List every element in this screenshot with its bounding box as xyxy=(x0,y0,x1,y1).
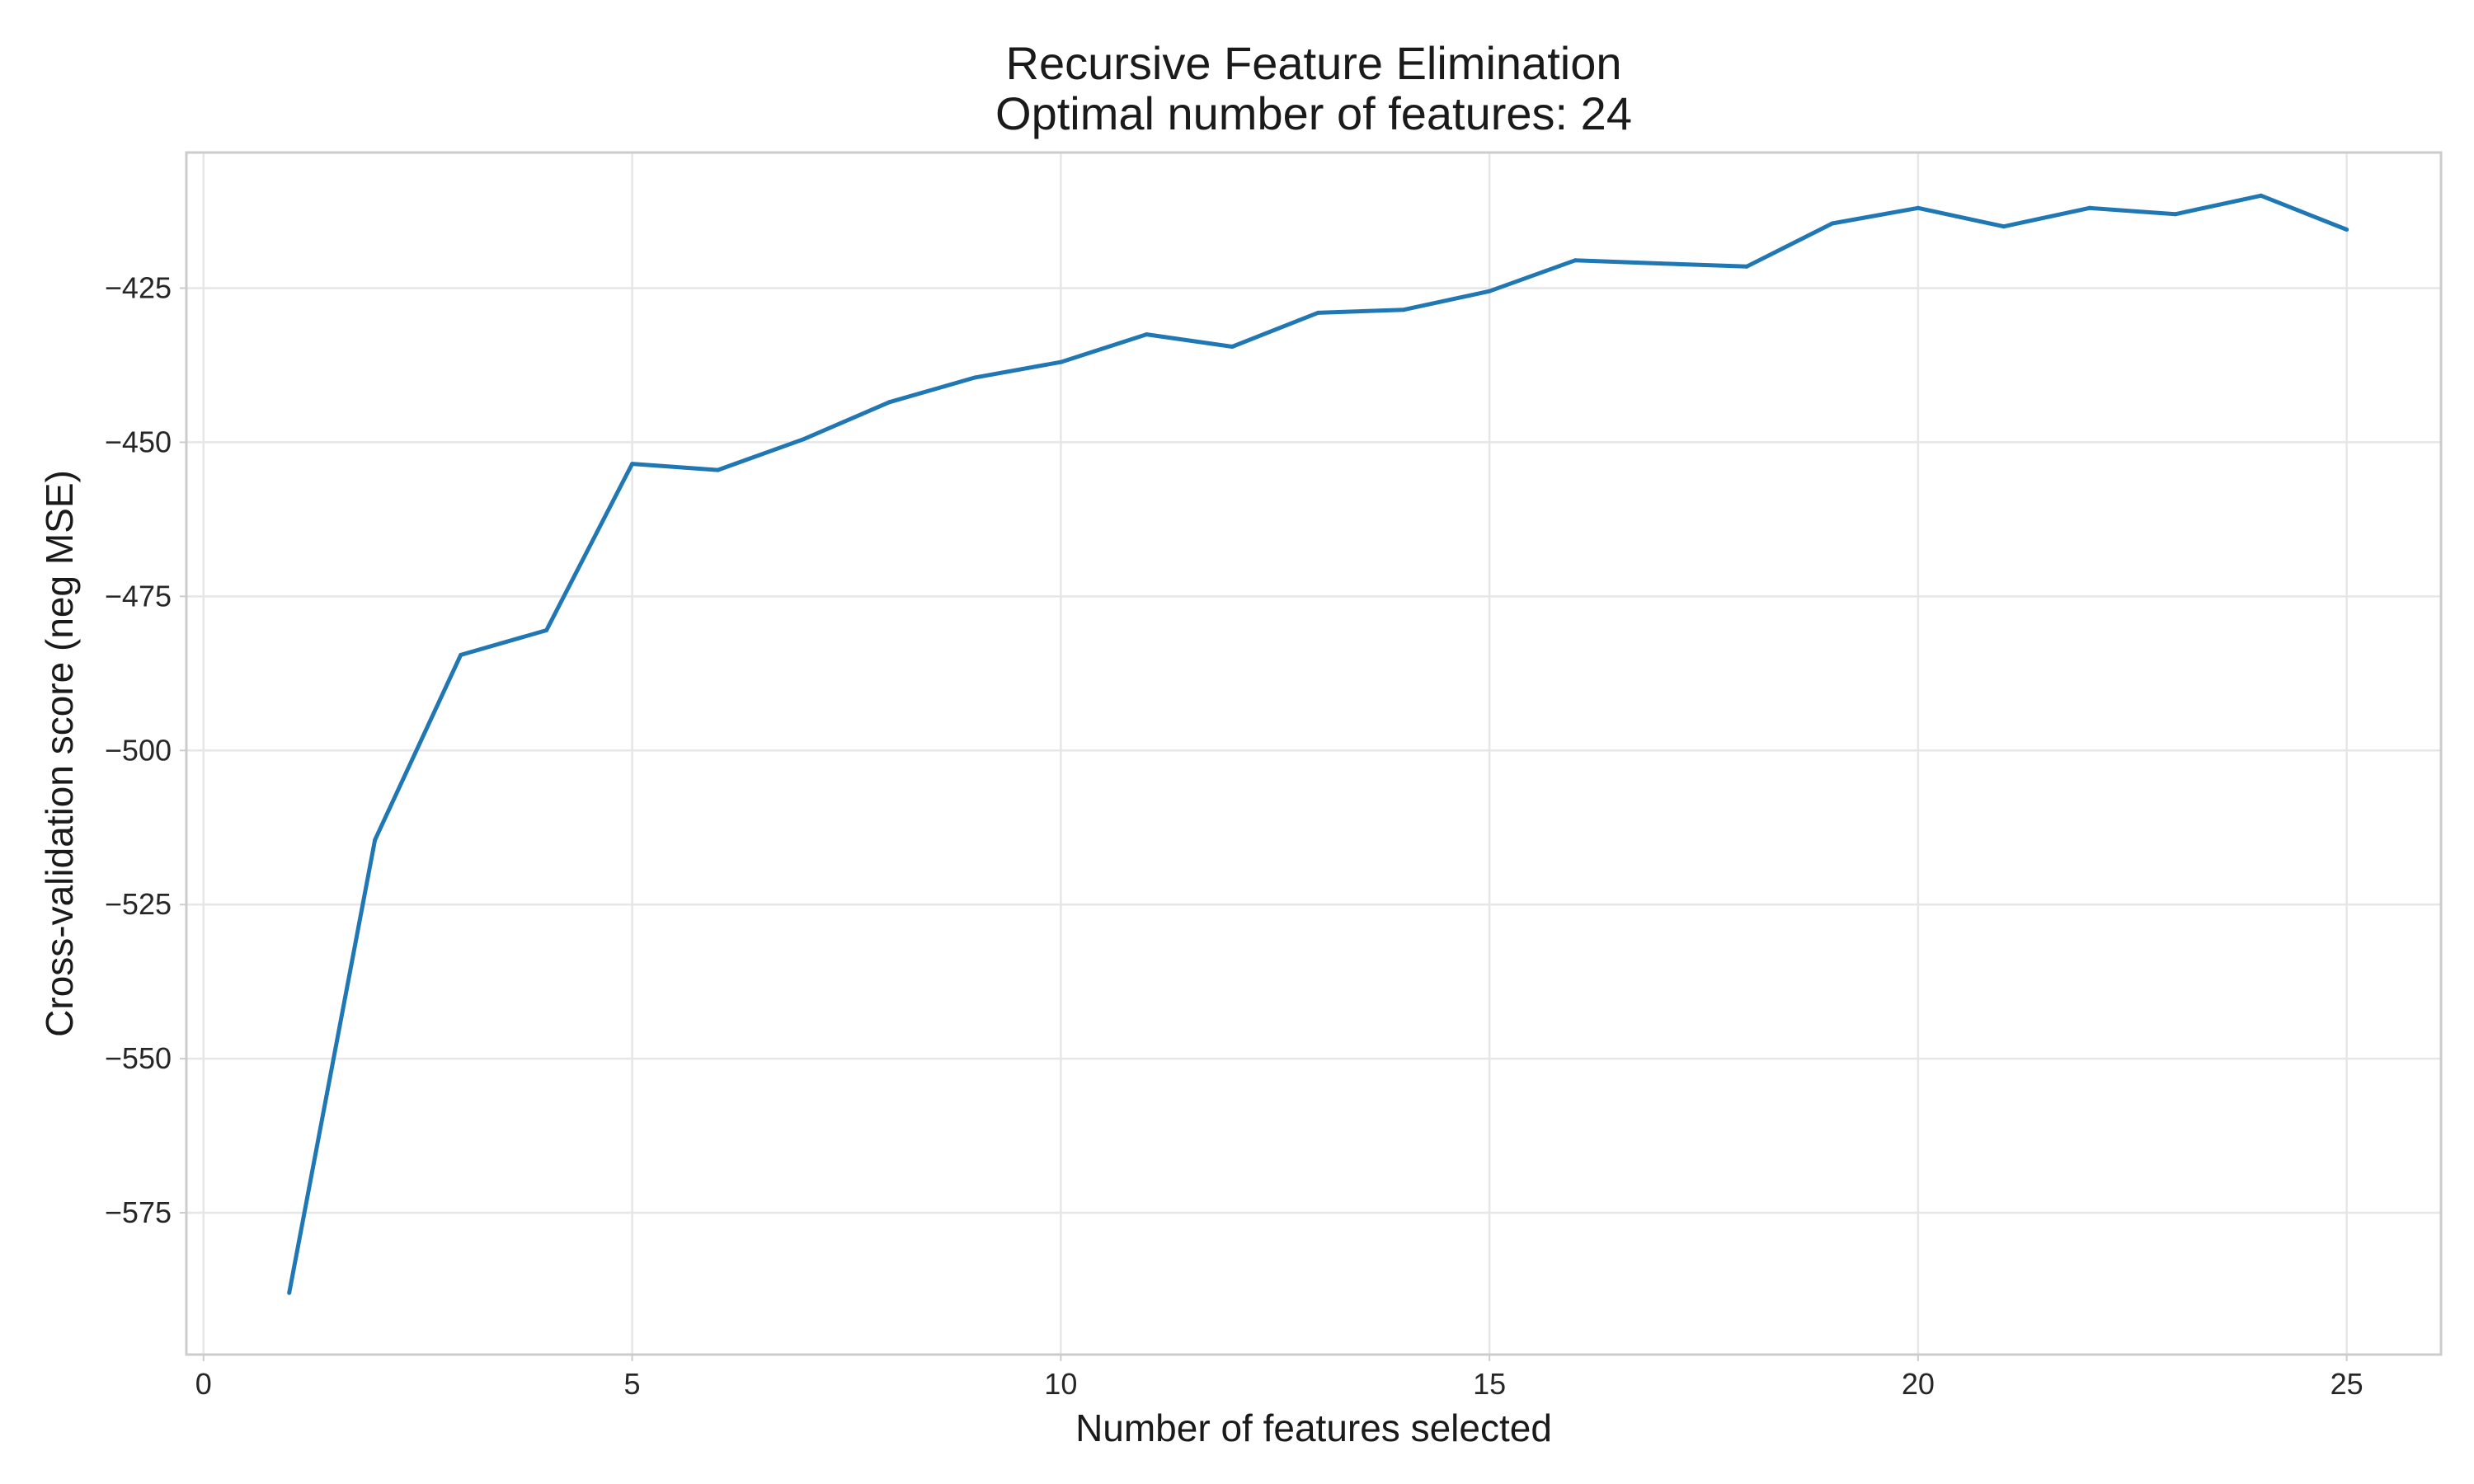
data-point xyxy=(1230,345,1235,349)
axis-ticks: 0 5 10 15 20 25 −425 −450 −475 −500 −525 −550 −575 xyxy=(105,270,2363,1401)
y-tick-label: −550 xyxy=(105,1041,172,1075)
series-layer xyxy=(287,193,2349,1295)
y-tick-label: −425 xyxy=(105,270,172,304)
y-tick-label: −575 xyxy=(105,1195,172,1229)
x-tick-label: 20 xyxy=(1902,1367,1935,1401)
data-point xyxy=(459,652,463,657)
data-point xyxy=(287,1290,292,1295)
data-point xyxy=(1144,332,1149,337)
chart-title: Recursive Feature Elimination xyxy=(1006,37,1622,89)
y-axis-label: Cross-validation score (neg MSE) xyxy=(38,470,81,1037)
data-point xyxy=(2001,224,2006,229)
data-point xyxy=(887,400,891,405)
data-point xyxy=(1487,289,1492,294)
data-point xyxy=(1830,221,1835,226)
y-tick-label: −500 xyxy=(105,733,172,767)
x-tick-label: 15 xyxy=(1473,1367,1506,1401)
data-point xyxy=(802,437,806,442)
cv-score-line xyxy=(287,193,2348,1294)
data-point xyxy=(1401,308,1406,312)
y-tick-label: −450 xyxy=(105,425,172,458)
chart-subtitle: Optimal number of features: 24 xyxy=(995,87,1632,139)
data-point xyxy=(972,375,977,380)
x-tick-label: 10 xyxy=(1044,1367,1077,1401)
x-tick-label: 0 xyxy=(195,1367,212,1401)
y-tick-label: −525 xyxy=(105,887,172,921)
data-point xyxy=(630,462,635,467)
data-point xyxy=(1916,205,1921,210)
data-point xyxy=(544,628,549,632)
data-point xyxy=(1315,310,1320,315)
grid xyxy=(186,153,2441,1355)
data-point xyxy=(2259,193,2264,198)
x-tick-label: 5 xyxy=(624,1367,641,1401)
data-point xyxy=(716,467,720,472)
plot-area-frame xyxy=(185,151,2443,1356)
data-point xyxy=(373,838,378,843)
data-point xyxy=(1658,261,1663,266)
x-axis-label: Number of features selected xyxy=(1075,1407,1552,1449)
data-point xyxy=(2173,212,2178,217)
x-tick-label: 25 xyxy=(2331,1367,2363,1401)
y-tick-label: −475 xyxy=(105,579,172,613)
data-point xyxy=(1573,258,1578,263)
data-point xyxy=(1744,264,1749,269)
data-point xyxy=(2087,205,2092,210)
data-point xyxy=(2345,228,2349,232)
data-point xyxy=(1058,359,1063,364)
